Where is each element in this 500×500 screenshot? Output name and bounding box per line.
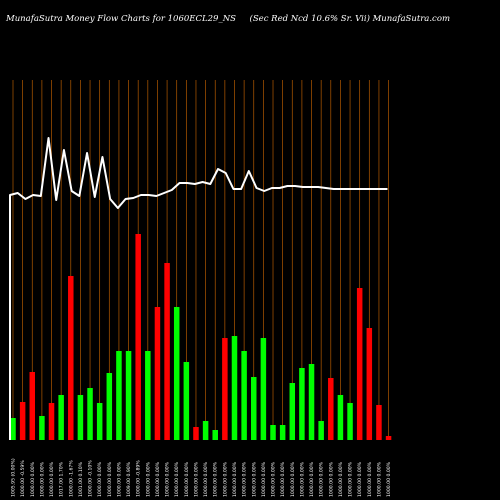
- tick-label: 1000.00 0.00%: [165, 461, 171, 497]
- bar: [48, 403, 55, 440]
- tick-label: 1000.00 0.00%: [49, 461, 55, 497]
- tick-label: 1000.00 -0.59%: [20, 460, 26, 497]
- tick-label: 1000.00 -0.89%: [136, 460, 142, 497]
- tick-label: 1000.00 0.00%: [203, 461, 209, 497]
- bar: [212, 430, 218, 440]
- bar: [385, 436, 392, 440]
- bar: [376, 405, 382, 440]
- bar: [39, 416, 45, 440]
- tick-label: 1000.00 -0.10%: [88, 460, 94, 497]
- bar: [116, 351, 122, 440]
- tick-label: 1000.00 -1.67%: [68, 460, 74, 497]
- tick-label: 1000.00 0.00%: [39, 461, 45, 497]
- bar: [68, 276, 74, 440]
- bars: [10, 234, 392, 440]
- bar: [356, 288, 363, 440]
- tick-label: 1000.00 0.00%: [145, 461, 151, 497]
- bar: [87, 388, 93, 440]
- bar: [260, 338, 267, 440]
- tick-label: 1000.00 0.00%: [357, 461, 363, 497]
- tick-label: 1000.00 0.00%: [222, 461, 228, 497]
- bar: [279, 425, 286, 440]
- bar: [145, 351, 151, 440]
- bar: [125, 351, 132, 440]
- bar: [251, 377, 257, 440]
- tick-label: 1000.00 0.00%: [280, 461, 286, 497]
- tick-label: 1000.00 0.00%: [213, 461, 219, 497]
- bar: [318, 421, 324, 440]
- bar: [222, 338, 228, 440]
- tick-label: 1000.00 0.00%: [174, 461, 180, 497]
- bar: [347, 403, 353, 440]
- bar: [299, 368, 305, 440]
- tick-label: 1000.00 0.00%: [184, 461, 190, 497]
- tick-label: 1000.00 0.00%: [348, 461, 354, 497]
- tick-label: 1000.00 0.00%: [367, 461, 373, 497]
- tick-label: 1000.00 0.00%: [242, 461, 248, 497]
- bar: [183, 362, 190, 440]
- tick-label: 1000.00 0.00%: [299, 461, 305, 497]
- bar: [241, 351, 247, 440]
- bar: [202, 421, 209, 440]
- x-tick-labels: 1005.95 (0.00%) 1000.00 -0.59% 1000.00 0.0…: [11, 458, 393, 497]
- bar: [10, 418, 16, 440]
- bar: [77, 395, 84, 440]
- bar: [337, 395, 344, 440]
- price-line: [9, 137, 388, 440]
- tick-label: 1000.00 0.00%: [232, 461, 238, 497]
- chart-title: MunafaSutra Money Flow Charts for 1060EC…: [6, 14, 236, 24]
- bar: [96, 403, 103, 440]
- tick-label: 1000.00 0.00%: [30, 461, 36, 497]
- tick-label: 1000.00 0.00%: [193, 461, 199, 497]
- bar: [106, 373, 113, 440]
- bar: [19, 402, 26, 440]
- tick-label: 1000.00 0.00%: [155, 461, 161, 497]
- bar: [135, 234, 141, 440]
- tick-label: 1000.00 0.00%: [97, 461, 103, 497]
- bar: [366, 328, 373, 440]
- bar: [29, 372, 36, 440]
- tick-label: 1000.00 0.00%: [328, 461, 334, 497]
- bar: [231, 336, 238, 440]
- tick-label: 1000.00 0.00%: [376, 461, 382, 497]
- bar: [328, 378, 334, 440]
- tick-label: 1000.00 0.00%: [338, 461, 344, 497]
- tick-label: 1000.00 0.00%: [251, 461, 257, 497]
- tick-label: 1000.00 0.00%: [261, 461, 267, 497]
- bar: [58, 395, 64, 440]
- bar: [308, 364, 315, 440]
- chart-subtitle: (Sec Red Ncd 10.6% Sr. Vii) MunafaSutra.…: [249, 14, 450, 24]
- bar: [154, 307, 161, 440]
- bar: [173, 307, 180, 440]
- tick-label: 1000.00 0.00%: [386, 461, 392, 497]
- tick-label: 1005.95 (0.00%): [11, 458, 17, 497]
- tick-label: 1000.00 0.00%: [107, 461, 113, 497]
- bar: [193, 427, 199, 440]
- tick-label: 1000.00 0.00%: [290, 461, 296, 497]
- tick-label: 1001.00 0.10%: [78, 461, 84, 497]
- bar: [270, 425, 276, 440]
- tick-label: 1000.00 0.00%: [116, 461, 122, 497]
- bar: [164, 263, 170, 440]
- tick-label: 1017.00 1.70%: [59, 461, 65, 497]
- tick-label: 1000.00 0.00%: [319, 461, 325, 497]
- tick-label: 1000.00 0.00%: [309, 461, 315, 497]
- tick-label: 1000.00 0.00%: [271, 461, 277, 497]
- bar: [289, 383, 296, 440]
- tick-label: 1009.00 0.90%: [126, 461, 132, 497]
- series-line: [9, 137, 388, 440]
